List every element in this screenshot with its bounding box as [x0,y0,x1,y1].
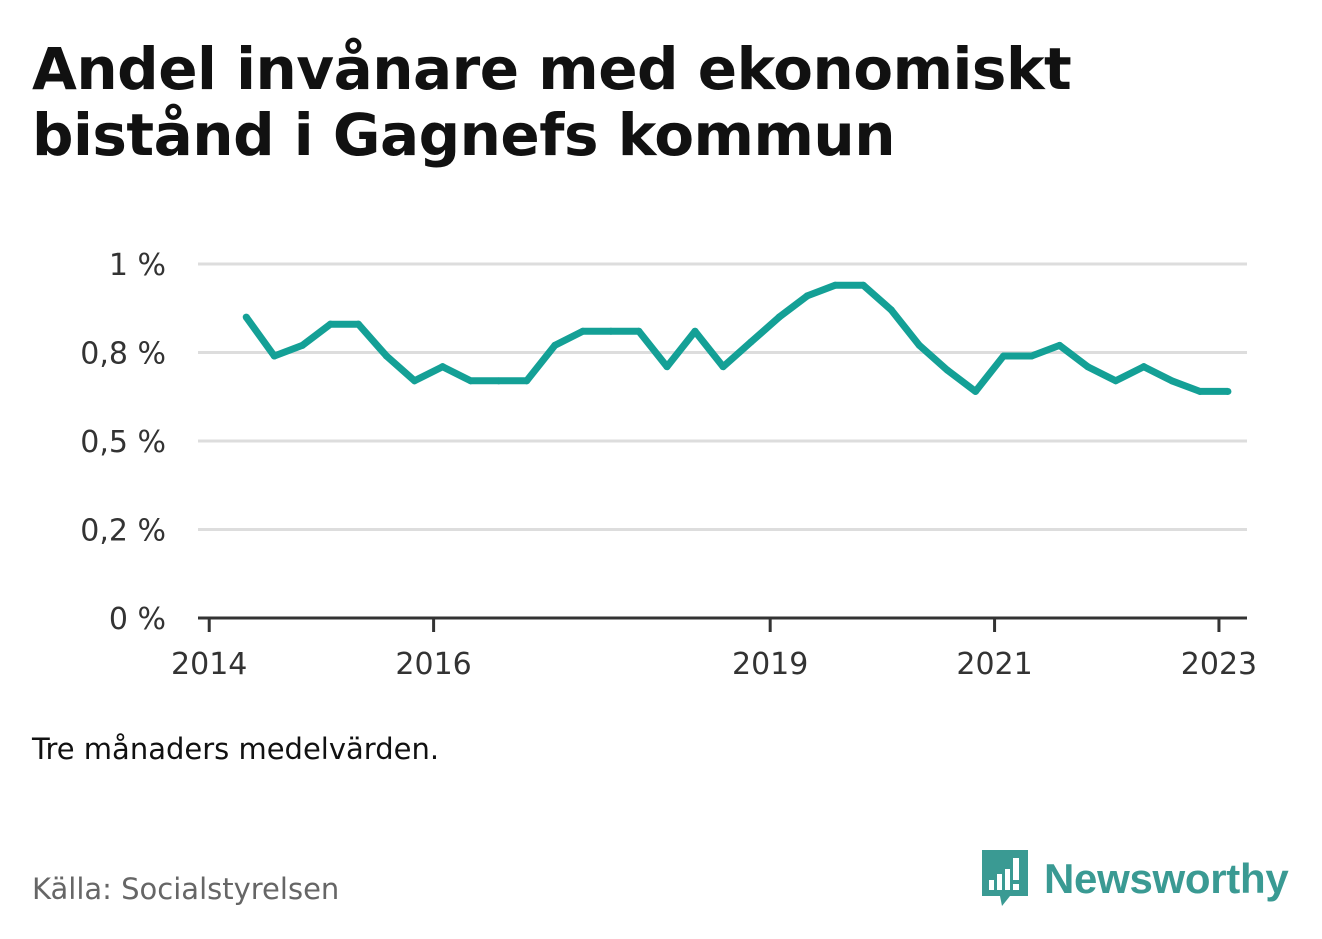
x-tick-label: 2014 [171,647,247,682]
data-point [495,377,503,385]
bar-chart-speech-bubble-icon [982,850,1028,906]
data-point [1224,387,1232,395]
y-tick-label: 0,5 % [80,425,166,460]
data-point [551,341,559,349]
data-point [354,320,362,328]
x-axis-tick-labels: 2014 2016 2019 2021 2023 [171,647,1257,682]
data-point [691,327,699,335]
chart-title: Andel invånare med ekonomiskt bistånd i … [32,35,1072,169]
data-point [523,377,531,385]
data-point [326,320,334,328]
data-point [1168,377,1176,385]
x-tick-label: 2019 [732,647,808,682]
data-point [439,363,447,371]
data-point [943,366,951,374]
line-chart: 0 %0,2 %0,5 %0,8 %1 % 2014 2016 2019 2021 20… [80,248,1257,682]
brand-name: Newsworthy [1044,855,1289,902]
data-point [1140,363,1148,371]
x-tick-label: 2023 [1181,647,1257,682]
data-point [382,352,390,360]
y-axis-tick-labels: 0 % 0,2 % 0,5 % 0,8 % 1 % [80,248,166,637]
data-point [270,352,278,360]
y-tick-label: 0,8 % [80,337,166,372]
data-point [607,327,615,335]
data-point [579,327,587,335]
x-axis [198,616,1247,632]
chart-note: Tre månaders medelvärden. [32,732,440,766]
data-point [1000,352,1008,360]
data-point [242,313,250,321]
y-tick-label: 1 % [109,248,166,283]
data-point [1196,387,1204,395]
data-point [719,363,727,371]
x-tick-label: 2021 [956,647,1032,682]
brand-logo: Newsworthy [980,848,1289,910]
grid-lines [198,262,1247,531]
data-point [1028,352,1036,360]
data-point [1112,377,1120,385]
data-point [411,377,419,385]
data-point [467,377,475,385]
series-line [243,281,1228,395]
series-group [242,281,1232,395]
x-tick-label: 2016 [395,647,471,682]
data-point [971,387,979,395]
source-label: Källa: Socialstyrelsen [32,872,340,906]
data-point [831,281,839,289]
data-point [887,306,895,314]
y-tick-label: 0 % [109,602,166,637]
data-point [1056,341,1064,349]
data-point [859,281,867,289]
data-point [775,313,783,321]
data-point [803,292,811,300]
y-tick-label: 0,2 % [80,514,166,549]
data-point [635,327,643,335]
data-point [747,338,755,346]
data-point [298,341,306,349]
data-point [663,363,671,371]
data-point [1084,363,1092,371]
data-point [915,341,923,349]
